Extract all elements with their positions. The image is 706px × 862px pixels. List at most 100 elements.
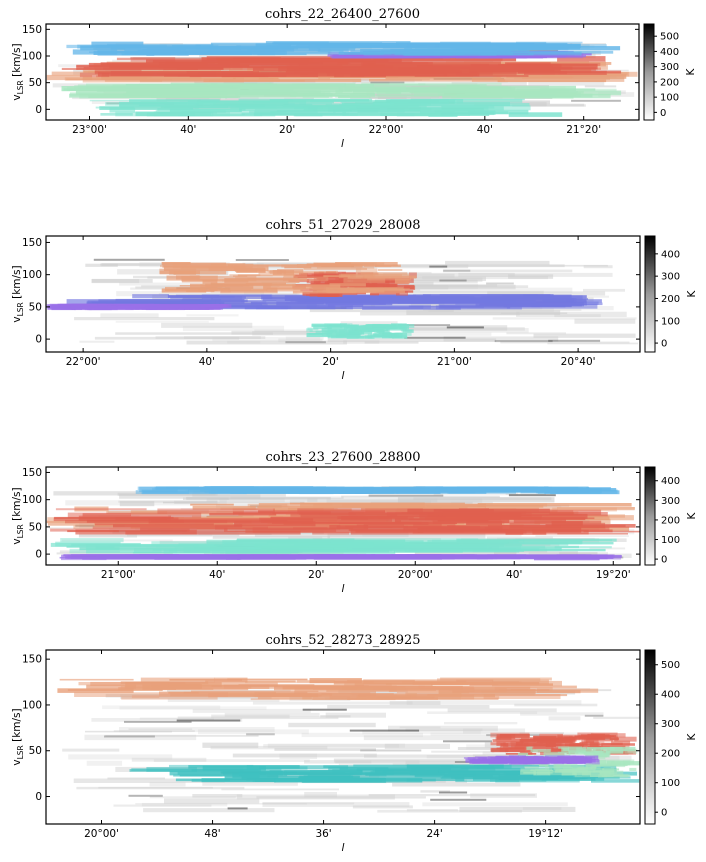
emission-streak [267, 549, 393, 552]
colorbar-tick-label: 400 [660, 47, 679, 58]
emission-streak [85, 263, 118, 267]
emission-streak [92, 526, 268, 529]
emission-streak [438, 768, 469, 773]
emission-streak [175, 778, 230, 782]
colorbar-tick-label: 0 [660, 108, 666, 119]
emission-streak [442, 511, 484, 517]
emission-streak [236, 268, 258, 273]
emission-streak [414, 551, 517, 555]
emission-streak [301, 732, 423, 738]
colorbar-tick-label: 300 [660, 62, 679, 73]
x-tick-label: 24' [426, 828, 442, 840]
emission-streak [82, 77, 244, 83]
emission-streak [132, 551, 298, 554]
emission-layer [50, 508, 640, 535]
emission-streak [451, 82, 527, 86]
x-tick-label: 20' [323, 356, 339, 368]
emission-streak [553, 765, 585, 771]
emission-streak [198, 729, 309, 735]
emission-streak [601, 774, 630, 777]
emission-streak [169, 270, 227, 275]
emission-streak [55, 508, 147, 511]
emission-peak [443, 269, 471, 272]
colorbar-tick-label: 400 [661, 476, 680, 487]
emission-streak [306, 328, 313, 332]
emission-streak [582, 775, 620, 779]
emission-streak [232, 511, 331, 515]
emission-streak [223, 102, 361, 107]
emission-streak [444, 91, 578, 93]
emission-streak [364, 754, 520, 758]
emission-streak [172, 45, 201, 48]
y-tick-label: 100 [22, 51, 42, 63]
emission-streak [600, 771, 615, 775]
emission-streak [396, 291, 408, 296]
emission-streak [290, 92, 375, 97]
emission-streak [449, 771, 523, 773]
emission-streak [344, 84, 487, 87]
emission-streak [325, 712, 386, 718]
y-tick-label: 100 [22, 699, 42, 711]
emission-streak [115, 332, 273, 335]
colorbar-tick-label: 200 [660, 77, 679, 88]
emission-streak [289, 487, 421, 493]
colorbar-gradient [644, 466, 656, 566]
emission-streak [56, 552, 173, 555]
emission-streak [469, 683, 553, 686]
emission-streak [119, 706, 267, 710]
emission-streak [139, 83, 278, 86]
emission-streak [363, 51, 514, 56]
emission-streak [365, 772, 477, 776]
emission-peak [494, 340, 553, 343]
emission-streak [576, 767, 593, 770]
emission-streak [410, 99, 523, 103]
emission-streak [588, 762, 621, 766]
emission-streak [77, 44, 141, 49]
emission-streak [131, 757, 207, 762]
emission-streak [360, 311, 520, 316]
emission-streak [289, 65, 452, 69]
emission-streak [519, 732, 564, 734]
emission-layer [517, 746, 640, 778]
emission-streak [300, 73, 365, 77]
colorbar-tick-label: 0 [661, 808, 667, 819]
emission-streak [263, 744, 399, 748]
emission-streak [78, 682, 169, 686]
emission-streak [542, 298, 574, 302]
emission-streak [357, 110, 455, 116]
emission-streak [405, 760, 533, 766]
emission-streak [340, 321, 398, 327]
emission-streak [443, 336, 559, 342]
emission-streak [422, 802, 568, 807]
emission-peak [227, 807, 248, 810]
emission-streak [317, 554, 394, 559]
emission-streak [310, 280, 320, 286]
y-tick-label: 150 [22, 237, 42, 249]
emission-streak [437, 518, 489, 522]
emission-streak [592, 759, 600, 765]
emission-streak [61, 86, 105, 92]
emission-streak [431, 488, 458, 492]
emission-streak [428, 308, 554, 313]
emission-streak [311, 273, 337, 276]
emission-streak [440, 777, 588, 780]
emission-streak [321, 330, 346, 336]
emission-streak [289, 502, 465, 505]
emission-streak [420, 111, 509, 114]
emission-streak [308, 45, 356, 51]
emission-streak [405, 728, 483, 732]
emission-streak [355, 268, 378, 274]
emission-streak [522, 807, 562, 810]
emission-streak [244, 305, 336, 310]
emission-streak [352, 329, 373, 333]
emission-streak [259, 766, 308, 770]
emission-streak [447, 708, 557, 713]
emission-streak [98, 555, 251, 559]
emission-streak [245, 283, 273, 286]
x-tick-label: 23°00' [72, 124, 107, 136]
emission-streak [245, 529, 424, 533]
emission-streak [237, 274, 296, 277]
emission-streak [333, 680, 467, 685]
emission-streak [500, 743, 509, 747]
x-tick-label: 19°20' [596, 569, 631, 581]
